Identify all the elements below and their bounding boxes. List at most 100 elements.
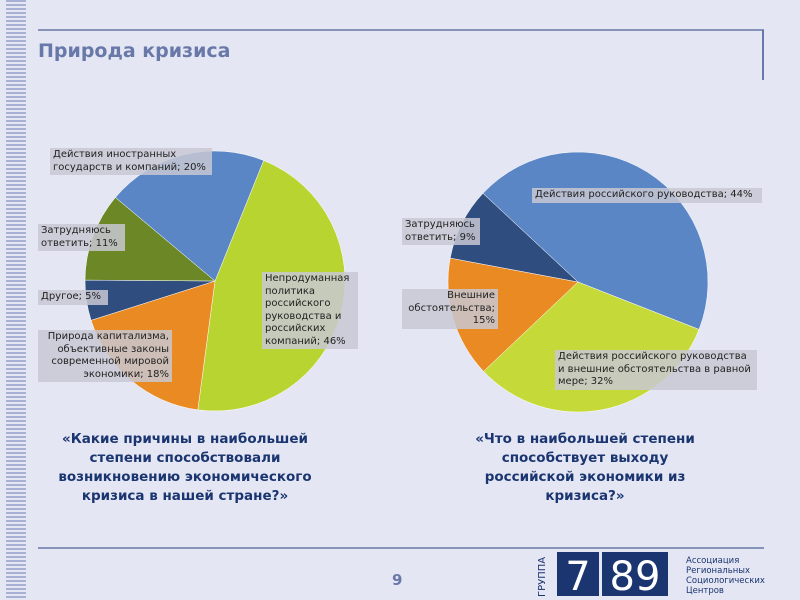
- stripe: [6, 376, 26, 378]
- stripe: [6, 472, 26, 474]
- stripe: [6, 416, 26, 418]
- left-stripes: [6, 0, 26, 598]
- stripe: [6, 544, 26, 546]
- chart-caption: «Что в наибольшей степени способствует в…: [475, 431, 695, 504]
- stripe: [6, 460, 26, 462]
- stripe: [6, 108, 26, 110]
- stripe: [6, 452, 26, 454]
- stripe: [6, 256, 26, 258]
- stripe: [6, 372, 26, 374]
- stripe: [6, 92, 26, 94]
- stripe: [6, 52, 26, 54]
- stripe: [6, 224, 26, 226]
- data-label: Другое; 5%: [38, 290, 108, 305]
- stripe: [6, 388, 26, 390]
- stripe: [6, 328, 26, 330]
- stripe: [6, 504, 26, 506]
- stripe: [6, 500, 26, 502]
- stripe: [6, 288, 26, 290]
- stripe: [6, 236, 26, 238]
- stripe: [6, 344, 26, 346]
- stripe: [6, 432, 26, 434]
- stripe: [6, 212, 26, 214]
- stripe: [6, 556, 26, 558]
- stripe: [6, 140, 26, 142]
- stripe: [6, 148, 26, 150]
- stripe: [6, 272, 26, 274]
- stripe: [6, 56, 26, 58]
- stripe: [6, 384, 26, 386]
- stripe: [6, 568, 26, 570]
- stripe: [6, 356, 26, 358]
- data-label: Действия российского руководства; 44%: [532, 188, 762, 203]
- stripe: [6, 128, 26, 130]
- stripe: [6, 488, 26, 490]
- stripe: [6, 28, 26, 30]
- stripe: [6, 520, 26, 522]
- stripe: [6, 300, 26, 302]
- stripe: [6, 360, 26, 362]
- data-label: Затрудняюсь ответить; 9%: [402, 218, 480, 245]
- stripe: [6, 100, 26, 102]
- stripe: [6, 4, 26, 6]
- stripe: [6, 20, 26, 22]
- stripe: [6, 316, 26, 318]
- stripe: [6, 532, 26, 534]
- stripe: [6, 80, 26, 82]
- stripe: [6, 260, 26, 262]
- stripe: [6, 436, 26, 438]
- logo-number: 7: [565, 554, 590, 600]
- stripe: [6, 132, 26, 134]
- stripe: [6, 248, 26, 250]
- stripe: [6, 96, 26, 98]
- stripe: [6, 228, 26, 230]
- stripe: [6, 164, 26, 166]
- stripe: [6, 312, 26, 314]
- stripe: [6, 144, 26, 146]
- stripe: [6, 448, 26, 450]
- stripe: [6, 184, 26, 186]
- stripe: [6, 72, 26, 74]
- stripe: [6, 524, 26, 526]
- stripe: [6, 32, 26, 34]
- stripe: [6, 84, 26, 86]
- stripe: [6, 12, 26, 14]
- stripe: [6, 404, 26, 406]
- logo-line: Региональных: [686, 566, 750, 576]
- stripe: [6, 444, 26, 446]
- stripe: [6, 284, 26, 286]
- stripe: [6, 528, 26, 530]
- logo-box: [602, 552, 668, 596]
- stripe: [6, 420, 26, 422]
- stripe: [6, 36, 26, 38]
- stripe: [6, 440, 26, 442]
- stripe: [6, 112, 26, 114]
- stripe: [6, 220, 26, 222]
- stripe: [6, 548, 26, 550]
- stripe: [6, 156, 26, 158]
- logo-line: Центров: [686, 586, 724, 596]
- stripe: [6, 208, 26, 210]
- stripe: [6, 240, 26, 242]
- stripe: [6, 408, 26, 410]
- stripe: [6, 484, 26, 486]
- stripe: [6, 320, 26, 322]
- stripe: [6, 268, 26, 270]
- stripe: [6, 104, 26, 106]
- stripe: [6, 276, 26, 278]
- stripe: [6, 496, 26, 498]
- stripe: [6, 592, 26, 594]
- stripe: [6, 392, 26, 394]
- stripe: [6, 540, 26, 542]
- stripe: [6, 560, 26, 562]
- stripe: [6, 244, 26, 246]
- stripe: [6, 368, 26, 370]
- stripe: [6, 536, 26, 538]
- stripe: [6, 588, 26, 590]
- stripe: [6, 572, 26, 574]
- stripe: [6, 232, 26, 234]
- stripe: [6, 200, 26, 202]
- logo-number: 89: [610, 554, 661, 600]
- stripe: [6, 552, 26, 554]
- logo-line: Ассоциация: [686, 556, 739, 566]
